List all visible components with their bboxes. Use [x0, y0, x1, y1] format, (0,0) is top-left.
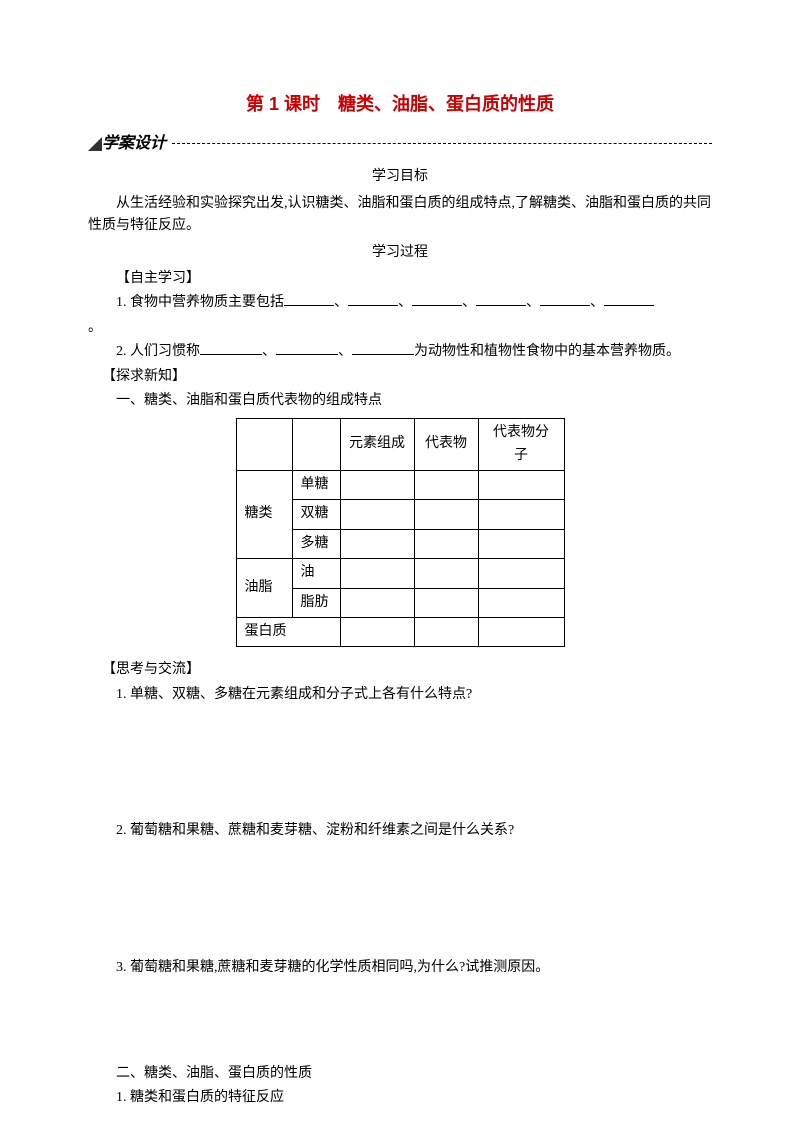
table-header: 代表物分子	[478, 419, 564, 471]
dotted-divider	[172, 143, 712, 144]
discuss-q1: 1. 单糖、双糖、多糖在元素组成和分子式上各有什么特点?	[88, 684, 712, 706]
discuss-heading: 【思考与交流】	[88, 659, 712, 681]
table-cell: 单糖	[292, 471, 340, 500]
blank-field	[412, 292, 462, 306]
table-cell	[414, 529, 478, 558]
discuss-q2: 2. 葡萄糖和果糖、蔗糖和麦芽糖、淀粉和纤维素之间是什么关系?	[88, 820, 712, 842]
self-study-heading: 【自主学习】	[88, 268, 712, 290]
blank-field	[604, 292, 654, 306]
table-cell: 油脂	[236, 559, 292, 618]
table-cell: 脂肪	[292, 588, 340, 617]
table-cell	[340, 618, 414, 647]
answer-space	[88, 845, 712, 955]
objectives-heading: 学习目标	[88, 166, 712, 188]
table-cell	[414, 559, 478, 588]
table-cell	[478, 500, 564, 529]
section-design-bar: 学案设计	[88, 131, 712, 157]
table-cell: 蛋白质	[236, 618, 340, 647]
table-header: 元素组成	[340, 419, 414, 471]
table-cell	[478, 588, 564, 617]
table-cell	[478, 529, 564, 558]
table-cell	[478, 471, 564, 500]
table-header-row: 元素组成 代表物 代表物分子	[236, 419, 564, 471]
self-study-q1: 1. 食物中营养物质主要包括、、、、、	[88, 292, 712, 314]
objective-text: 从生活经验和实验探究出发,认识糖类、油脂和蛋白质的组成特点,了解糖类、油脂和蛋白…	[88, 193, 712, 238]
table-cell	[414, 588, 478, 617]
explore-heading-bracket: 【探求新知】	[88, 366, 712, 388]
table-cell	[292, 419, 340, 471]
table-row: 糖类 单糖	[236, 471, 564, 500]
q2-prefix: 2. 人们习惯称	[116, 344, 200, 359]
blank-field	[284, 292, 334, 306]
table-cell: 油	[292, 559, 340, 588]
page-title: 第 1 课时 糖类、油脂、蛋白质的性质	[88, 90, 712, 119]
explore-section-heading: 一、糖类、油脂和蛋白质代表物的组成特点	[88, 390, 712, 412]
blank-field	[540, 292, 590, 306]
table-cell	[414, 471, 478, 500]
self-study-q2: 2. 人们习惯称、、为动物性和植物性食物中的基本营养物质。	[88, 341, 712, 363]
section2-heading: 二、糖类、油脂、蛋白质的性质	[88, 1063, 712, 1085]
table-cell	[340, 559, 414, 588]
blank-field	[348, 292, 398, 306]
table-cell: 双糖	[292, 500, 340, 529]
answer-space	[88, 981, 712, 1061]
process-heading: 学习过程	[88, 242, 712, 264]
section2-sub1: 1. 糖类和蛋白质的特征反应	[88, 1087, 712, 1109]
table-cell	[340, 500, 414, 529]
blank-field	[476, 292, 526, 306]
table-cell	[478, 559, 564, 588]
table-cell	[414, 500, 478, 529]
blank-field	[276, 341, 338, 355]
table-cell	[340, 529, 414, 558]
blank-field	[352, 341, 414, 355]
q1-suffix: 。	[88, 317, 712, 339]
section-bar-label: 学案设计	[102, 131, 166, 157]
table-cell	[340, 588, 414, 617]
q1-prefix: 1. 食物中营养物质主要包括	[116, 295, 284, 310]
composition-table: 元素组成 代表物 代表物分子 糖类 单糖 双糖 多糖 油脂 油 脂肪 蛋白质	[236, 418, 565, 647]
table-cell	[236, 419, 292, 471]
triangle-icon	[88, 137, 102, 151]
table-row: 油脂 油	[236, 559, 564, 588]
discuss-q3: 3. 葡萄糖和果糖,蔗糖和麦芽糖的化学性质相同吗,为什么?试推测原因。	[88, 957, 712, 979]
table-cell: 多糖	[292, 529, 340, 558]
table-cell	[478, 618, 564, 647]
blank-field	[200, 341, 262, 355]
table-cell	[340, 471, 414, 500]
table-cell	[414, 618, 478, 647]
table-row: 蛋白质	[236, 618, 564, 647]
table-header: 代表物	[414, 419, 478, 471]
q2-suffix: 为动物性和植物性食物中的基本营养物质。	[414, 344, 680, 359]
table-cell: 糖类	[236, 471, 292, 559]
answer-space	[88, 708, 712, 818]
